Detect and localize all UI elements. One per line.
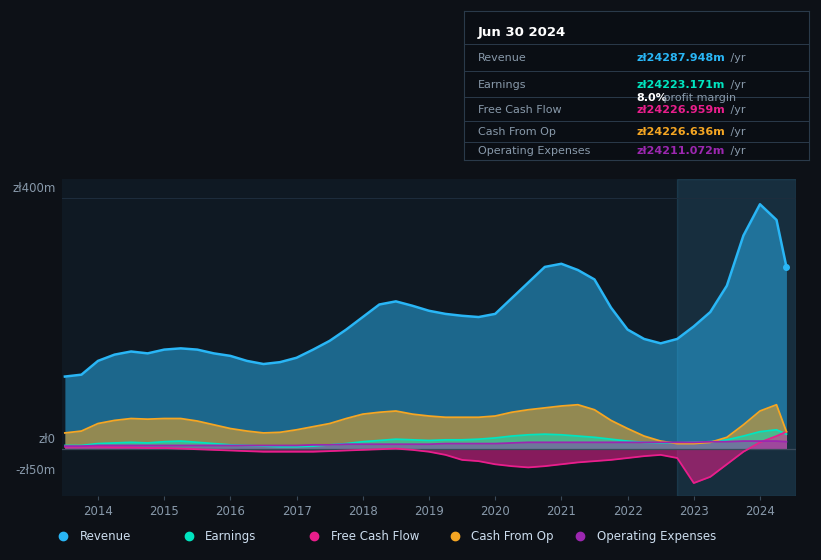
Text: zł24226.959m: zł24226.959m — [636, 105, 725, 115]
Text: Revenue: Revenue — [80, 530, 131, 543]
Text: Operating Expenses: Operating Expenses — [597, 530, 716, 543]
Text: Cash From Op: Cash From Op — [471, 530, 553, 543]
Text: zł24211.072m: zł24211.072m — [636, 146, 725, 156]
Text: profit margin: profit margin — [660, 93, 736, 103]
Text: Jun 30 2024: Jun 30 2024 — [478, 26, 566, 39]
Text: /yr: /yr — [727, 146, 745, 156]
Text: Free Cash Flow: Free Cash Flow — [331, 530, 419, 543]
Text: zł24223.171m: zł24223.171m — [636, 80, 725, 90]
Text: Earnings: Earnings — [205, 530, 256, 543]
Text: Free Cash Flow: Free Cash Flow — [478, 105, 562, 115]
Text: -zł50m: -zł50m — [16, 464, 56, 477]
Text: Revenue: Revenue — [478, 53, 526, 63]
Bar — [677, 179, 796, 496]
Text: /yr: /yr — [727, 127, 745, 137]
Text: Earnings: Earnings — [478, 80, 526, 90]
Text: zł24226.636m: zł24226.636m — [636, 127, 725, 137]
Text: Cash From Op: Cash From Op — [478, 127, 556, 137]
Text: 8.0%: 8.0% — [636, 93, 667, 103]
Text: /yr: /yr — [727, 53, 745, 63]
Text: Operating Expenses: Operating Expenses — [478, 146, 590, 156]
Text: zł400m: zł400m — [12, 182, 56, 195]
Text: /yr: /yr — [727, 80, 745, 90]
Text: zł24287.948m: zł24287.948m — [636, 53, 725, 63]
Text: zł0: zł0 — [39, 433, 56, 446]
Text: /yr: /yr — [727, 105, 745, 115]
